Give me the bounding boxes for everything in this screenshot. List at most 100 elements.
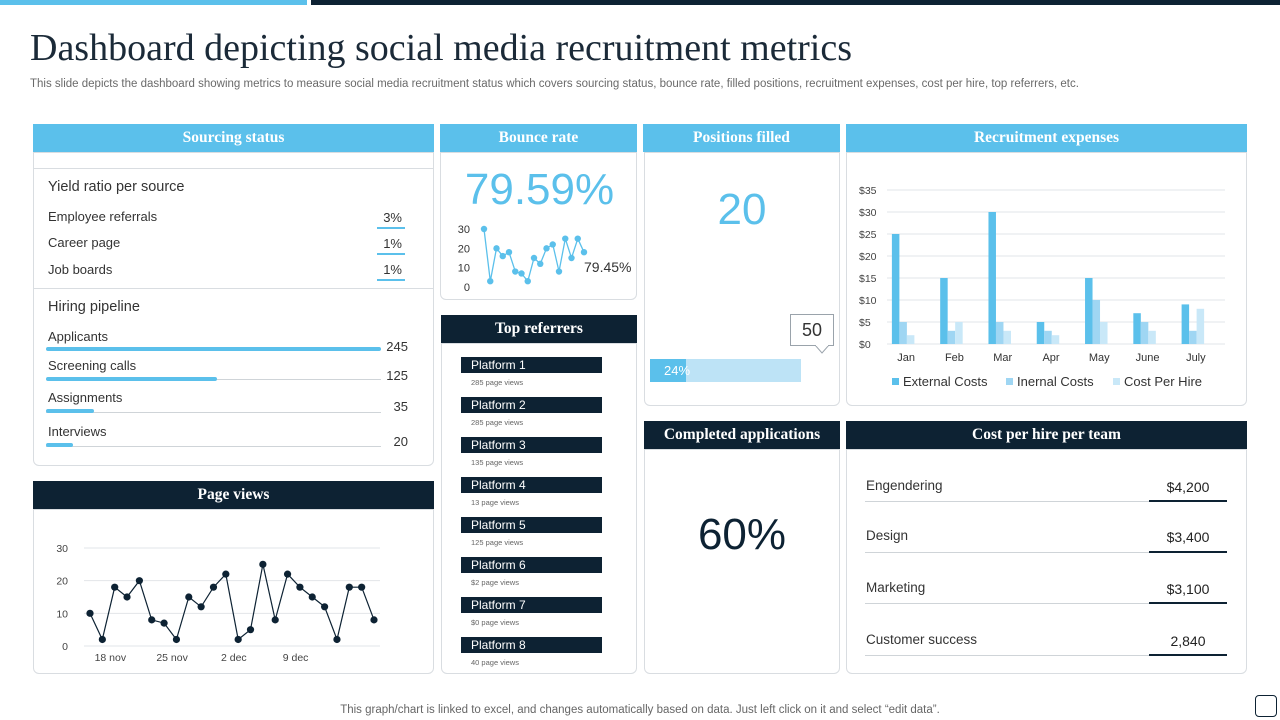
yield-source-value: 3%: [383, 210, 402, 225]
edit-data-icon[interactable]: [1255, 695, 1277, 717]
referrer-views: 135 page views: [471, 458, 524, 467]
y-tick-label: 20: [458, 243, 470, 255]
callout-pointer: [815, 345, 830, 354]
x-tick-label: Mar: [993, 352, 1012, 364]
team-cost-underline: [1149, 654, 1227, 656]
pipeline-bar: [46, 377, 217, 381]
team-label: Design: [866, 528, 909, 543]
page-views-point: [345, 583, 353, 591]
team-cost-underline: [1149, 551, 1227, 553]
referrer-item: Platform 1: [461, 357, 602, 373]
yield-source-label: Job boards: [48, 262, 113, 277]
positions-progress-fill: [650, 359, 686, 382]
referrer-views: 13 page views: [471, 498, 519, 507]
page-views-point: [259, 560, 267, 568]
y-tick-label: $20: [859, 251, 877, 263]
completed-applications-panel: 60%: [644, 449, 840, 674]
expense-bar: [988, 212, 996, 344]
y-tick-label: 30: [56, 543, 68, 555]
team-cost-value: $3,400: [1166, 529, 1210, 545]
team-cost-underline: [1149, 500, 1227, 502]
team-cost-value: $4,200: [1166, 479, 1210, 495]
page-views-point: [197, 603, 205, 611]
expense-bar: [1133, 313, 1141, 344]
bounce-point: [499, 252, 506, 260]
positions-filled-value: 20: [717, 185, 767, 234]
referrer-views: $0 page views: [471, 618, 519, 627]
y-tick-label: 30: [458, 224, 470, 236]
pipeline-label: Applicants: [48, 329, 108, 344]
pipeline-track: [46, 446, 381, 447]
cost-per-hire-header: Cost per hire per team: [846, 421, 1247, 449]
y-tick-label: $30: [859, 207, 877, 219]
page-views-point: [333, 635, 341, 644]
bounce-point: [530, 254, 538, 262]
page-title: Dashboard depicting social media recruit…: [30, 27, 852, 69]
legend-swatch: [1113, 378, 1120, 385]
positions-progress-label: 24%: [664, 363, 691, 378]
referrer-item: Platform 4: [461, 477, 602, 493]
referrer-item: Platform 3: [461, 437, 602, 453]
page-views-point: [296, 583, 304, 591]
bounce-point: [580, 249, 588, 256]
page-views-point: [222, 570, 230, 578]
recruitment-expenses-chart: $0 $5 $10 $15 $20 $25 $30 $35 Jan Feb Mar Apr May Jun…: [859, 185, 1225, 389]
yield-underline: [377, 253, 405, 255]
bounce-point: [549, 241, 556, 248]
x-tick-label: Feb: [945, 352, 964, 364]
expense-bar: [1036, 322, 1045, 344]
page-views-point: [160, 619, 168, 627]
top-referrers-panel: Platform 1 285 page views Platform 2 285…: [441, 343, 637, 674]
expense-bar: [995, 322, 1004, 344]
bounce-point: [524, 278, 531, 285]
page-views-point: [185, 593, 193, 601]
positions-filled-header: Positions filled: [643, 124, 840, 152]
x-tick-label: June: [1136, 352, 1160, 364]
yield-source-value: 1%: [383, 236, 402, 251]
expense-bar: [955, 322, 963, 344]
team-label: Marketing: [866, 580, 926, 595]
page-views-point: [358, 583, 366, 591]
y-tick-label: $35: [859, 185, 877, 197]
bounce-rate-sparkline: 0 10 20 30: [458, 224, 588, 294]
divider: [865, 501, 1227, 502]
sourcing-status-header: Sourcing status: [33, 124, 434, 152]
referrer-item: Platform 2: [461, 397, 602, 413]
referrer-item: Platform 8: [461, 637, 602, 653]
legend-label: External Costs: [903, 374, 988, 389]
y-tick-label: $0: [859, 339, 871, 351]
positions-progress-track: [650, 359, 801, 382]
pipeline-value: 245: [386, 339, 408, 354]
bounce-point: [568, 254, 575, 262]
page-views-line: [89, 564, 375, 642]
expense-bar: [940, 278, 948, 344]
yield-source-label: Career page: [48, 235, 121, 250]
bounce-point: [505, 249, 513, 256]
recruitment-expenses-panel: $0 $5 $10 $15 $20 $25 $30 $35 Jan Feb Mar Apr May Jun…: [846, 152, 1247, 406]
positions-filled-panel: 20 50 24%: [644, 152, 840, 406]
yield-underline: [377, 279, 405, 281]
expense-bar: [1140, 322, 1149, 344]
expense-bar: [1092, 300, 1101, 344]
pipeline-bar: [46, 409, 94, 413]
expense-bar: [1148, 330, 1156, 344]
bounce-point: [518, 270, 525, 277]
bounce-rate-panel: 79.59% 0 10 20 30 79.45%: [440, 152, 637, 300]
team-cost-value: 2,840: [1170, 633, 1206, 649]
expense-bar: [1003, 330, 1011, 344]
x-tick-label: 25 nov: [156, 652, 188, 664]
pipeline-track: [46, 412, 381, 413]
x-tick-label: May: [1089, 352, 1110, 364]
bounce-point: [493, 245, 500, 252]
y-tick-label: $10: [859, 295, 877, 307]
page-views-point: [234, 635, 242, 644]
pipeline-label: Interviews: [48, 424, 107, 439]
x-tick-label: 9 dec: [283, 652, 309, 664]
positions-callout: 50: [790, 314, 834, 346]
referrer-item: Platform 7: [461, 597, 602, 613]
x-tick-label: 2 dec: [221, 652, 247, 664]
page-views-point: [283, 570, 292, 578]
yield-underline: [377, 227, 405, 229]
pipeline-label: Assignments: [48, 390, 123, 405]
bounce-rate-spark-label: 79.45%: [584, 259, 632, 275]
